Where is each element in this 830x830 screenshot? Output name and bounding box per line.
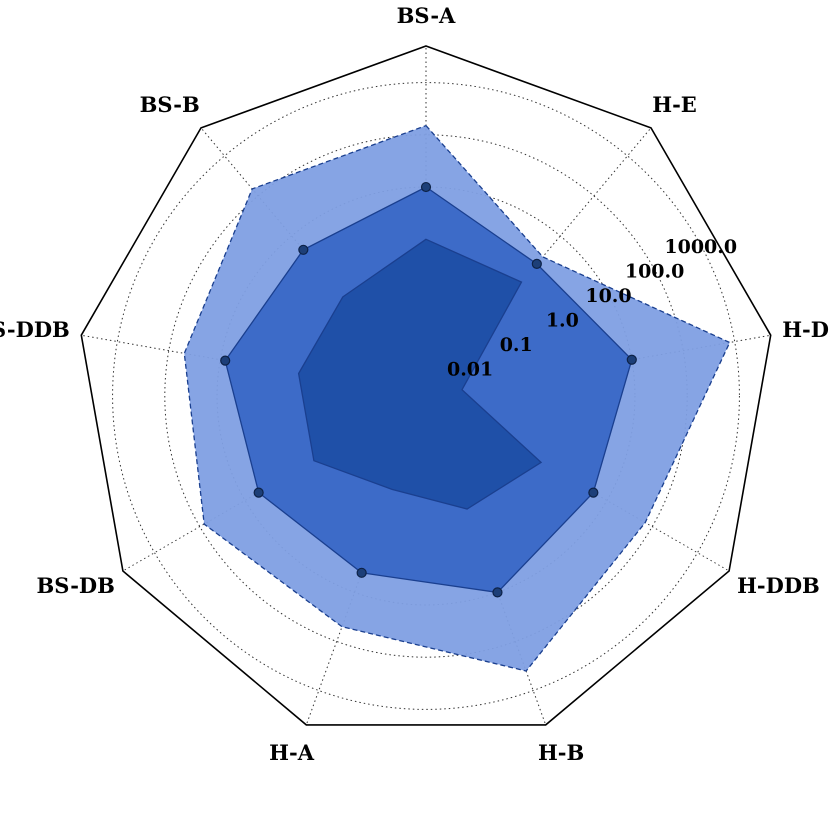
radial-tick-label-0: 0.01 [447, 358, 493, 380]
radial-tick-label-1: 0.1 [500, 334, 533, 356]
grid-circle-5 [112, 82, 740, 710]
axis-label-h-e: H-E [652, 92, 697, 117]
series-layer [183, 124, 731, 672]
frame-layer [80, 45, 772, 726]
radial-tick-label-2: 1.0 [546, 309, 579, 331]
radial-tick-label-5: 1000.0 [664, 236, 737, 258]
series-1-point-h-e [531, 258, 542, 270]
series-1-point-bs-a [420, 181, 432, 193]
radial-tick-label-3: 10.0 [585, 285, 631, 307]
radial-tick-label-4: 100.0 [625, 260, 685, 282]
series-1-point-h-a [356, 567, 367, 578]
axis-label-bs-a: BS-A [397, 3, 456, 28]
series-0-area [297, 238, 543, 510]
axis-label-bs-ddb: BS-DDB [0, 317, 70, 342]
axis-label-bs-db: BS-DB [37, 573, 115, 598]
axis-label-h-db: H-DB [782, 317, 830, 342]
series-1-point-bs-ddb [220, 355, 231, 366]
axis-label-bs-b: BS-B [140, 92, 200, 117]
series-1-point-bs-b [298, 244, 309, 255]
series-1-point-bs-db [253, 487, 264, 498]
axis-label-h-ddb: H-DDB [737, 573, 820, 598]
outer-frame [80, 45, 772, 726]
series-1-point-h-b [492, 587, 503, 598]
axis-label-h-a: H-A [269, 740, 315, 765]
series-1-point-h-ddb [588, 487, 599, 498]
series-1-point-h-db [626, 354, 637, 365]
axis-label-h-b: H-B [538, 740, 584, 765]
